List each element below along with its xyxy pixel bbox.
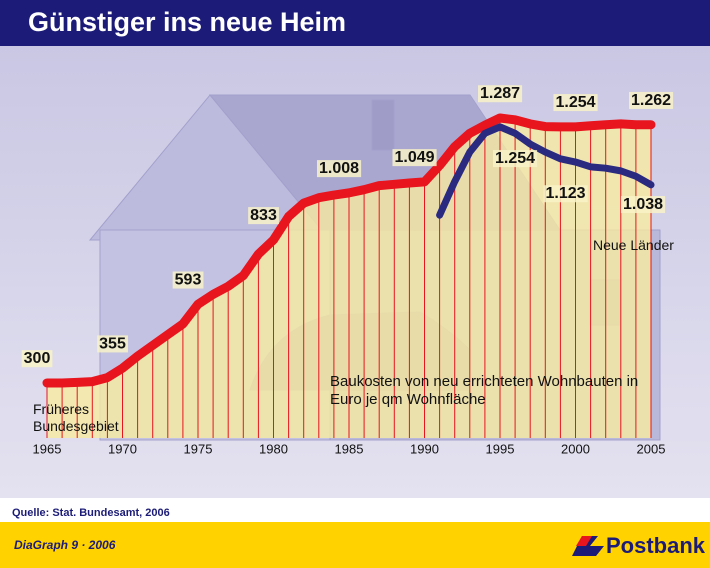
data-label-group: 593 [172, 271, 204, 289]
source: Quelle: Stat. Bundesamt, 2006 [12, 507, 170, 519]
data-label-bg [628, 91, 674, 109]
x-tick-label: 1980 [259, 441, 288, 456]
data-label: 593 [175, 272, 202, 289]
x-tick-label: 1985 [335, 441, 364, 456]
data-label-bg [620, 196, 666, 214]
footer-bar [0, 522, 710, 568]
data-label-group: 1.038 [620, 196, 666, 214]
legend-label: Neue Länder [593, 237, 674, 253]
x-tick-label: 1990 [410, 441, 439, 456]
x-tick-label: 1970 [108, 441, 137, 456]
data-label: 1.049 [394, 149, 434, 166]
series-line [436, 123, 655, 219]
x-tick-label: 2005 [637, 441, 666, 456]
data-label-bg [553, 94, 598, 112]
chart-title: Günstiger ins neue Heim [28, 7, 346, 37]
series-line [42, 113, 656, 388]
data-label-group: 1.123 [543, 185, 588, 203]
data-label: 1.254 [495, 150, 535, 167]
data-label-group: 1.254 [492, 150, 538, 168]
data-label: 1.287 [480, 85, 520, 102]
legend-label: Früheres Bundesgebiet [33, 401, 119, 434]
x-tick-label: 2000 [561, 441, 590, 456]
data-label-bg [248, 207, 279, 225]
data-label: 1.262 [631, 92, 671, 109]
footer: DiaGraph 9 · 2006 [14, 538, 116, 552]
data-label: 1.123 [545, 185, 585, 202]
legend-box: Früheres Bundesgebiet [33, 401, 119, 434]
data-label-group: 833 [248, 207, 279, 225]
data-label-bg [392, 149, 437, 167]
data-label: 355 [99, 335, 126, 352]
x-tick-label: 1995 [486, 441, 515, 456]
data-label-group: 1.287 [477, 85, 523, 103]
x-tick-label: 1975 [184, 441, 213, 456]
x-tick-label: 1965 [33, 441, 62, 456]
data-label-bg [492, 150, 538, 168]
annotation-box: Baukosten von neu errichteten Wohnbauten… [330, 373, 639, 408]
data-label: 1.254 [555, 94, 595, 111]
data-label-bg [172, 271, 204, 289]
data-label-bg [477, 85, 523, 103]
data-label: 833 [250, 207, 277, 224]
data-label-group: 1.049 [392, 149, 437, 167]
brand: Postbank [606, 533, 706, 558]
data-label-bg [97, 335, 128, 353]
data-label-group: 1.262 [628, 91, 674, 109]
data-label-bg [543, 185, 588, 203]
data-label: 1.008 [319, 160, 359, 177]
data-label-group: 355 [97, 335, 128, 353]
data-label-group: 1.008 [316, 160, 362, 178]
data-label: 300 [24, 350, 51, 367]
data-label-bg [21, 350, 53, 368]
logo-accent [576, 536, 592, 546]
legend-box: Neue Länder [593, 237, 674, 253]
data-label-group: 300 [21, 350, 53, 368]
annotation: Baukosten von neu errichteten Wohnbauten… [330, 373, 639, 408]
data-label-group: 1.254 [553, 94, 598, 112]
title-bar [0, 0, 710, 46]
data-label-bg [316, 160, 362, 178]
data-label: 1.038 [623, 196, 663, 213]
